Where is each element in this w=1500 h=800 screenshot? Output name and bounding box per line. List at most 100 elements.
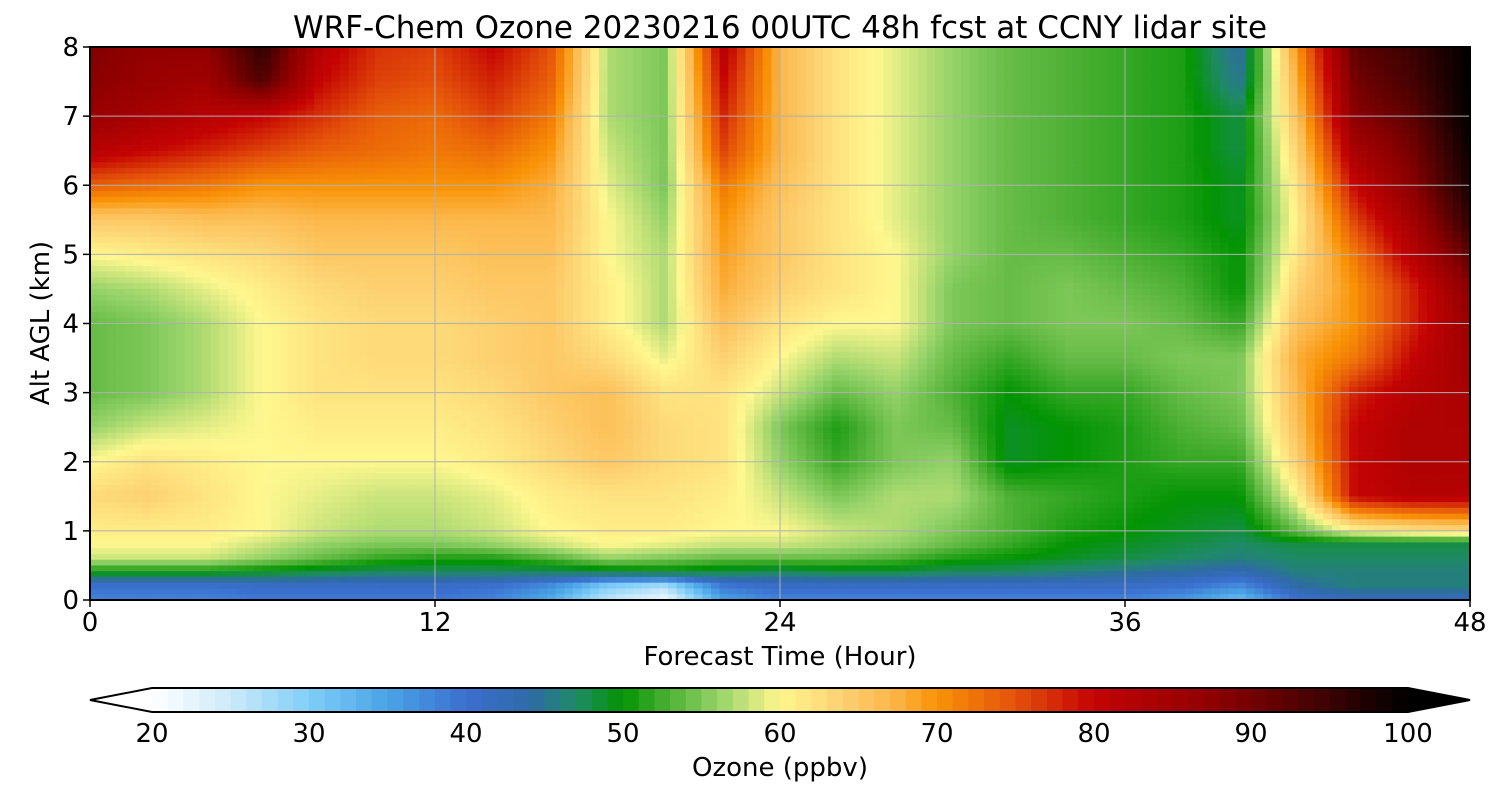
heatmap-cell [305,52,315,60]
heatmap-cell [1306,110,1316,117]
heatmap-cell [1314,104,1324,111]
heatmap-cell [1409,208,1419,215]
heatmap-cell [961,98,971,106]
heatmap-cell [538,139,548,146]
heatmap-cell [253,185,264,192]
heatmap-cell [978,173,988,181]
heatmap-cell [1237,81,1247,88]
heatmap-cell [547,110,557,117]
heatmap-cell [271,214,281,221]
heatmap-cell [1133,156,1143,163]
heatmap-cell [193,202,203,209]
heatmap-cell [521,116,531,123]
heatmap-cell [866,144,876,152]
heatmap-cell [1263,202,1273,209]
heatmap-cell [409,98,419,106]
heatmap-cell [1237,219,1247,227]
heatmap-cell [150,144,160,152]
heatmap-cell [1168,219,1178,227]
heatmap-cell [564,139,574,146]
heatmap-cell [504,47,514,54]
heatmap-cell [1323,191,1333,198]
heatmap-cell [935,104,945,111]
heatmap-cell [348,121,358,129]
heatmap-cell [1194,202,1204,209]
heatmap-cell [702,133,712,140]
heatmap-cell [1133,75,1143,83]
heatmap-cell [590,70,600,77]
heatmap-cell [1280,70,1290,77]
heatmap-cell [581,150,591,158]
heatmap-cell [495,139,505,146]
heatmap-cell [745,70,755,77]
heatmap-cell [495,202,505,209]
heatmap-cell [693,87,703,94]
heatmap-cell [814,139,824,146]
heatmap-cell [1306,81,1316,88]
heatmap-cell [857,144,867,152]
heatmap-cell [98,87,108,94]
heatmap-cell [193,214,203,221]
heatmap-cell [987,185,997,192]
heatmap-cell [788,110,798,117]
heatmap-cell [1202,191,1212,198]
heatmap-cell [141,110,151,117]
heatmap-cell [1176,219,1186,227]
heatmap-cell [555,173,565,181]
heatmap-cell [90,185,100,192]
heatmap-cell [978,167,988,175]
heatmap-cell [348,75,358,83]
heatmap-cell [1202,167,1212,175]
heatmap-cell [228,219,238,227]
heatmap-cell [1073,58,1083,65]
heatmap-cell [1133,133,1143,140]
heatmap-cell [1392,52,1402,60]
heatmap-cell [918,173,928,181]
heatmap-cell [1409,70,1419,77]
heatmap-cell [909,127,919,135]
heatmap-cell [857,139,867,146]
heatmap-cell [555,139,565,146]
heatmap-cell [1254,202,1264,209]
heatmap-cell [133,202,143,209]
heatmap-cell [943,81,954,88]
heatmap-cell [745,185,755,192]
chart-title: WRF-Chem Ozone 20230216 00UTC 48h fcst a… [293,10,1267,46]
heatmap-cell [762,219,772,227]
heatmap-cell [141,185,151,192]
heatmap-cell [685,208,695,215]
heatmap-cell [460,219,471,227]
heatmap-cell [1288,104,1299,111]
heatmap-cell [348,208,358,215]
heatmap-cell [245,116,255,123]
heatmap-cell [676,179,686,186]
heatmap-cell [1228,70,1238,77]
heatmap-cell [1047,70,1057,77]
heatmap-cell [1116,81,1126,88]
heatmap-cell [1081,104,1092,111]
heatmap-cell [961,208,971,215]
heatmap-cell [840,144,850,152]
heatmap-cell [926,185,936,192]
heatmap-cell [616,202,626,209]
heatmap-cell [805,139,816,146]
heatmap-cell [547,196,557,204]
heatmap-cell [849,58,859,65]
heatmap-cell [1245,93,1255,100]
heatmap-cell [529,133,540,140]
heatmap-cell [478,208,488,215]
heatmap-cell [659,47,669,54]
heatmap-cell [1418,208,1428,215]
heatmap-cell [762,139,772,146]
heatmap-cell [935,156,945,163]
heatmap-cell [331,47,341,54]
heatmap-cell [762,167,772,175]
heatmap-cell [1306,70,1316,77]
heatmap-cell [331,127,341,135]
heatmap-cell [1418,150,1428,158]
heatmap-cell [1245,150,1255,158]
heatmap-cell [1116,121,1126,129]
heatmap-cell [943,139,954,146]
heatmap-cell [1271,167,1281,175]
heatmap-cell [892,116,902,123]
